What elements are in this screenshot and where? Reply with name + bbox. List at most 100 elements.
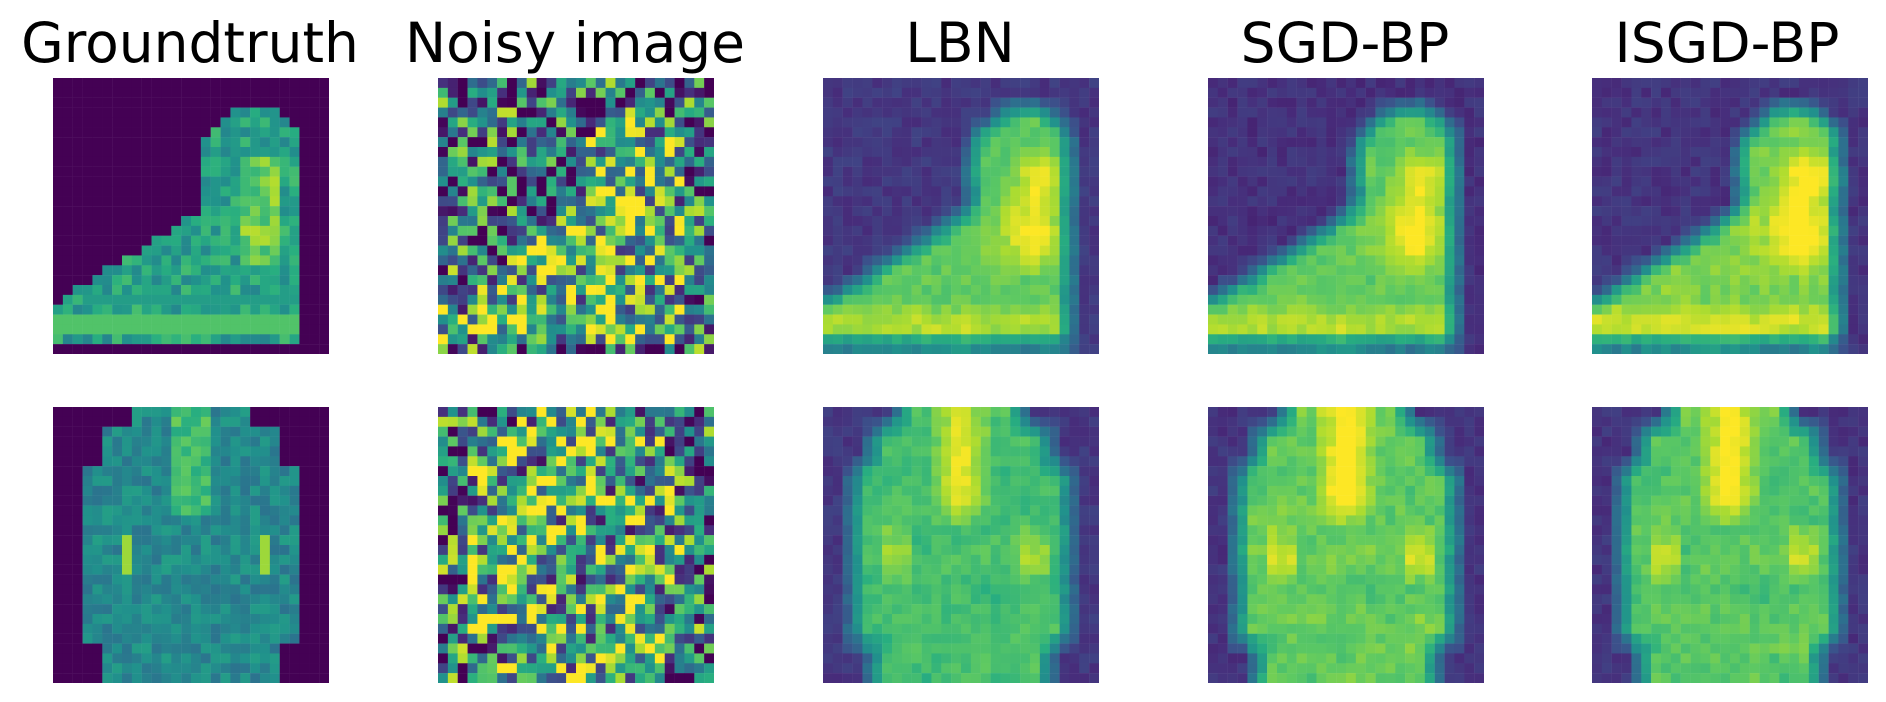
pixel xyxy=(1336,294,1347,305)
column-title-lbn: LBN xyxy=(905,11,1015,75)
pixel xyxy=(694,314,705,325)
pixel xyxy=(684,446,695,457)
pixel xyxy=(1434,147,1445,158)
pixel xyxy=(1375,206,1386,217)
pixel xyxy=(200,407,211,418)
pixel xyxy=(131,643,142,654)
pixel xyxy=(102,594,113,605)
pixel xyxy=(319,176,329,187)
pixel xyxy=(82,265,93,276)
pixel xyxy=(279,285,290,296)
pixel xyxy=(1789,87,1800,98)
pixel xyxy=(832,166,843,177)
pixel xyxy=(1621,255,1632,266)
pixel xyxy=(220,476,231,487)
pixel xyxy=(112,344,123,354)
pixel xyxy=(72,245,83,256)
pixel xyxy=(467,186,478,197)
pixel xyxy=(92,107,103,118)
pixel xyxy=(1326,206,1337,217)
pixel xyxy=(230,206,241,217)
pixel xyxy=(497,78,508,89)
pixel xyxy=(1464,87,1475,98)
pixel xyxy=(882,285,893,296)
pixel xyxy=(654,265,665,276)
pixel xyxy=(605,255,616,266)
pixel xyxy=(1611,176,1622,187)
pixel xyxy=(230,117,241,128)
pixel xyxy=(576,87,587,98)
pixel xyxy=(1355,166,1366,177)
pixel xyxy=(1059,304,1070,315)
pixel xyxy=(1049,186,1060,197)
pixel xyxy=(970,314,981,325)
pixel xyxy=(141,294,152,305)
pixel xyxy=(1385,265,1396,276)
pixel xyxy=(892,294,903,305)
pixel xyxy=(102,78,113,89)
pixel xyxy=(1385,324,1396,335)
pixel xyxy=(546,344,557,354)
pixel xyxy=(1670,117,1681,128)
pixel xyxy=(1059,285,1070,296)
pixel xyxy=(220,344,231,354)
pixel xyxy=(576,416,587,427)
pixel xyxy=(1631,156,1642,167)
pixel xyxy=(457,117,468,128)
pixel xyxy=(1739,107,1750,118)
pixel xyxy=(92,196,103,207)
pixel xyxy=(1415,334,1426,345)
pixel xyxy=(980,334,991,345)
pixel xyxy=(299,294,310,305)
pixel xyxy=(250,426,261,437)
pixel xyxy=(1306,285,1317,296)
pixel xyxy=(1434,235,1445,246)
pixel xyxy=(654,166,665,177)
pixel xyxy=(1405,186,1416,197)
pixel xyxy=(260,107,271,118)
pixel xyxy=(62,653,73,664)
pixel xyxy=(477,107,488,118)
pixel xyxy=(990,275,1001,286)
pixel xyxy=(1237,265,1248,276)
pixel xyxy=(1415,166,1426,177)
pixel xyxy=(1670,206,1681,217)
pixel xyxy=(72,653,83,664)
pixel xyxy=(200,334,211,345)
pixel xyxy=(299,584,310,595)
pixel xyxy=(102,275,113,286)
pixel xyxy=(62,505,73,516)
pixel xyxy=(1444,324,1455,335)
pixel xyxy=(171,137,182,148)
pixel xyxy=(1818,255,1829,266)
pixel xyxy=(1415,294,1426,305)
pixel xyxy=(1799,324,1810,335)
pixel xyxy=(576,446,587,457)
pixel xyxy=(1010,225,1021,236)
pixel xyxy=(1217,235,1228,246)
pixel xyxy=(625,275,636,286)
pixel xyxy=(1818,176,1829,187)
pixel xyxy=(852,206,863,217)
pixel xyxy=(260,525,271,536)
pixel xyxy=(1365,255,1376,266)
pixel xyxy=(911,97,922,108)
pixel xyxy=(852,166,863,177)
pixel xyxy=(309,137,320,148)
pixel xyxy=(181,554,192,565)
pixel xyxy=(1415,156,1426,167)
pixel xyxy=(832,137,843,148)
pixel xyxy=(191,235,202,246)
pixel xyxy=(200,426,211,437)
pixel xyxy=(1661,127,1672,138)
pixel xyxy=(1631,275,1642,286)
pixel xyxy=(220,196,231,207)
pixel xyxy=(516,235,527,246)
pixel xyxy=(279,456,290,467)
pixel xyxy=(200,505,211,516)
pixel xyxy=(566,245,577,256)
pixel xyxy=(457,446,468,457)
pixel xyxy=(1730,156,1741,167)
pixel xyxy=(467,137,478,148)
pixel xyxy=(1010,334,1021,345)
